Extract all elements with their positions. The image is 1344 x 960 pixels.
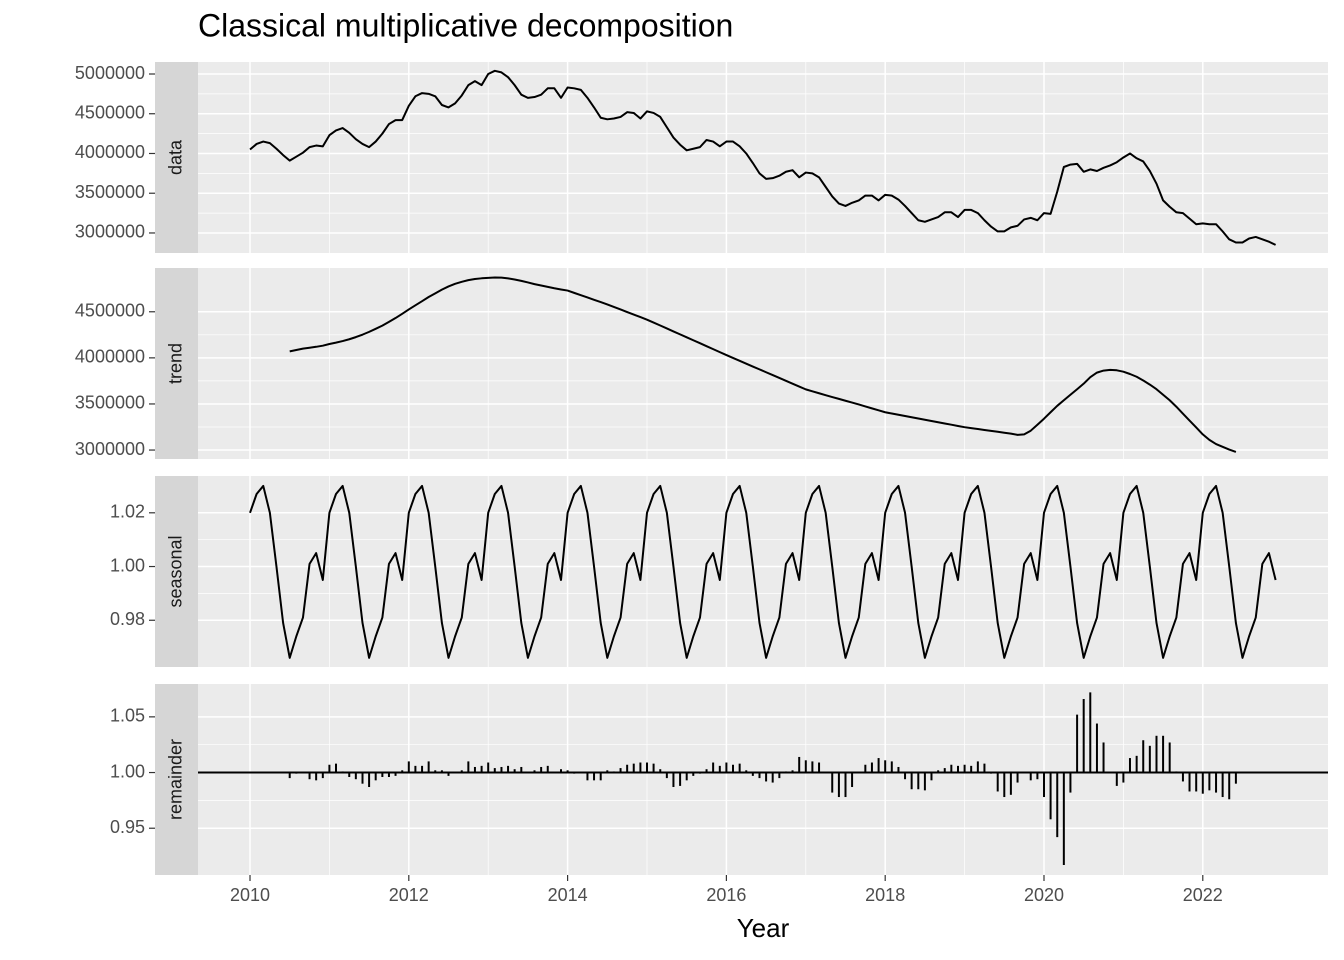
y-tick-label: 5000000	[75, 63, 145, 83]
strip	[155, 476, 198, 667]
y-tick-label: 1.00	[110, 555, 145, 575]
y-tick-label: 4500000	[75, 301, 145, 321]
strip-label: data	[165, 139, 185, 175]
y-tick-label: 0.98	[110, 609, 145, 629]
y-tick-label: 4000000	[75, 142, 145, 162]
y-tick-label: 1.02	[110, 502, 145, 522]
line	[249, 69, 1277, 246]
x-tick-label: 2016	[706, 885, 746, 905]
strip-label: seasonal	[165, 535, 185, 607]
line	[249, 484, 1277, 659]
x-tick-label: 2012	[389, 885, 429, 905]
x-tick-label: 2010	[230, 885, 270, 905]
panel-background	[198, 62, 1328, 253]
strip	[155, 62, 198, 253]
strip	[155, 684, 198, 875]
y-tick-label: 4500000	[75, 102, 145, 122]
panel-background	[198, 684, 1328, 875]
y-tick-label: 1.00	[110, 761, 145, 781]
x-axis-label: Year	[737, 913, 790, 943]
y-tick-label: 0.95	[110, 817, 145, 837]
y-tick-label: 3500000	[75, 182, 145, 202]
x-tick-label: 2022	[1183, 885, 1223, 905]
panel-background	[198, 268, 1328, 459]
strip-label: remainder	[165, 739, 185, 820]
x-tick-label: 2018	[865, 885, 905, 905]
y-tick-label: 3000000	[75, 439, 145, 459]
chart-title: Classical multiplicative decomposition	[198, 7, 733, 43]
y-tick-label: 4000000	[75, 347, 145, 367]
strip	[155, 268, 198, 459]
y-tick-label: 3500000	[75, 393, 145, 413]
y-tick-label: 3000000	[75, 222, 145, 242]
panel-background	[198, 476, 1328, 667]
x-tick-label: 2014	[548, 885, 588, 905]
line	[289, 276, 1237, 453]
strip-label: trend	[165, 343, 185, 384]
x-tick-label: 2020	[1024, 885, 1064, 905]
y-tick-label: 1.05	[110, 706, 145, 726]
